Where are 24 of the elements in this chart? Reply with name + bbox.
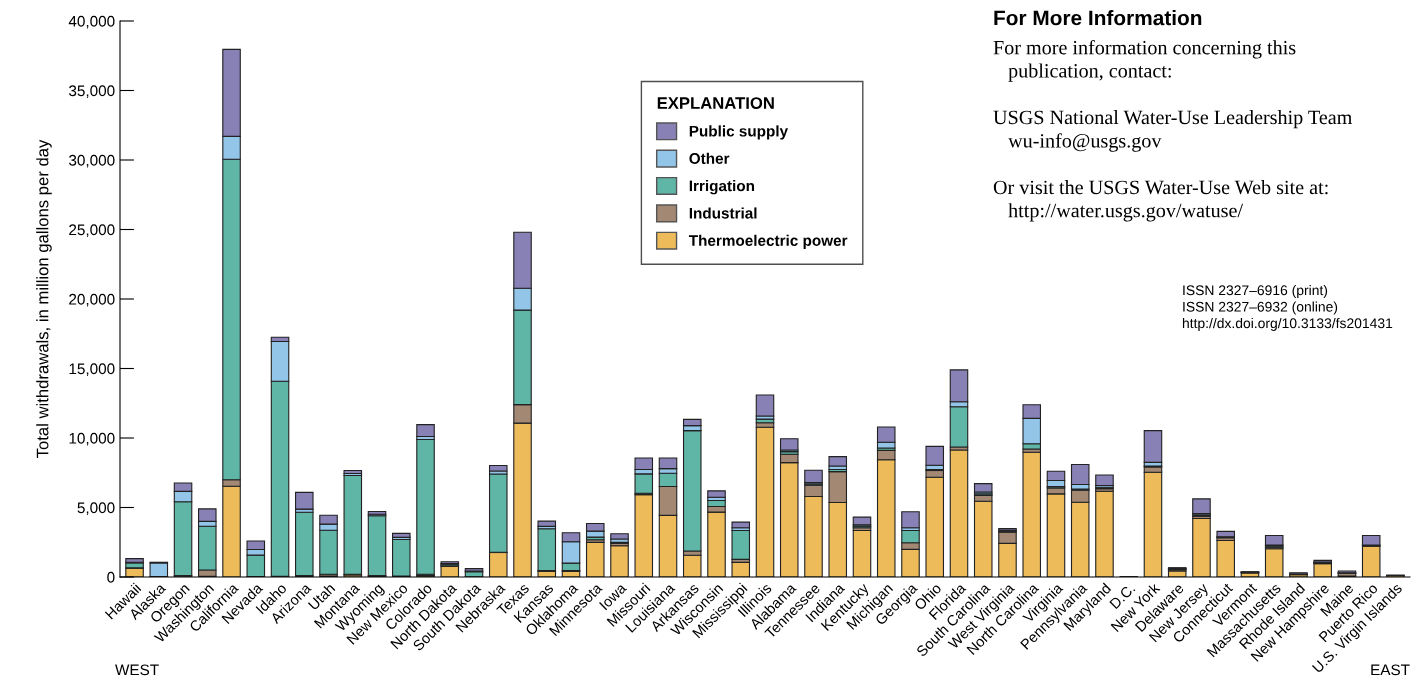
y-tick-label: 15,000 [69,363,115,376]
legend-label: Industrial [689,207,757,219]
annotation: For More Information [994,10,1202,26]
legend-label: Other [689,152,730,164]
legend-label: Irrigation [689,180,755,195]
text: WEST [115,664,159,676]
y-tick-label: 5,000 [77,502,115,515]
x-tick-label: D.C. [1109,583,1136,610]
legend-label: Public supply [689,125,788,140]
y-tick-label: 20,000 [69,293,115,307]
legend-title: EXPLANATION [657,97,774,109]
y-tick-label: 10,000 [69,432,115,446]
annotation: Or visit the USGS Water-Use Web site at: http://water.usgs.gov/watuse/ [993,180,1328,222]
y-tick-label: 35,000 [69,85,115,98]
annotation: ISSN 2327–6916 (print) ISSN 2327–6932 (online) http://dx.doi.org/10.3133/fs201431 [1182,285,1393,331]
y-tick-label: 30,000 [69,154,115,168]
y-tick-label: 0 [107,571,115,583]
y-axis-title: Total withdrawals, in million gallons per day [36,139,52,458]
y-tick-label: 40,000 [68,15,115,29]
text: EAST [1371,664,1410,676]
annotation: USGS National Water-Use Leadership Team wu-info@usgs.gov [993,110,1353,152]
annotation: For more information concerning this publication, contact: [993,40,1296,82]
legend-label: Thermoelectric power [688,234,848,249]
y-tick-label: 25,000 [69,224,115,237]
